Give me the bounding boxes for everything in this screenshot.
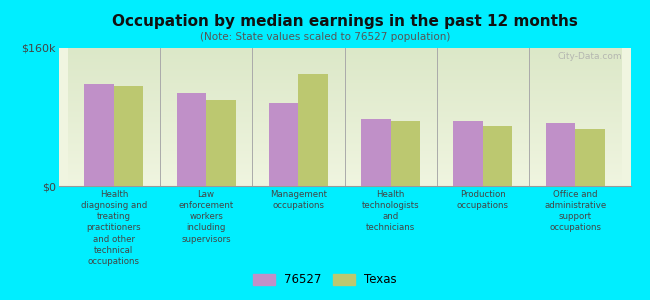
Bar xyxy=(575,129,604,186)
Legend: 76527, Texas: 76527, Texas xyxy=(249,269,401,291)
Bar xyxy=(298,74,328,186)
Bar xyxy=(269,103,298,186)
Bar xyxy=(361,119,391,186)
Text: (Note: State values scaled to 76527 population): (Note: State values scaled to 76527 popu… xyxy=(200,32,450,41)
Title: Occupation by median earnings in the past 12 months: Occupation by median earnings in the pas… xyxy=(112,14,577,29)
Bar xyxy=(206,100,236,186)
Bar xyxy=(177,93,206,186)
Bar xyxy=(84,84,114,186)
Bar xyxy=(483,127,512,186)
Bar xyxy=(545,123,575,186)
Bar xyxy=(453,121,483,186)
Bar xyxy=(391,121,420,186)
Bar xyxy=(114,86,144,186)
Text: City-Data.com: City-Data.com xyxy=(557,52,622,61)
